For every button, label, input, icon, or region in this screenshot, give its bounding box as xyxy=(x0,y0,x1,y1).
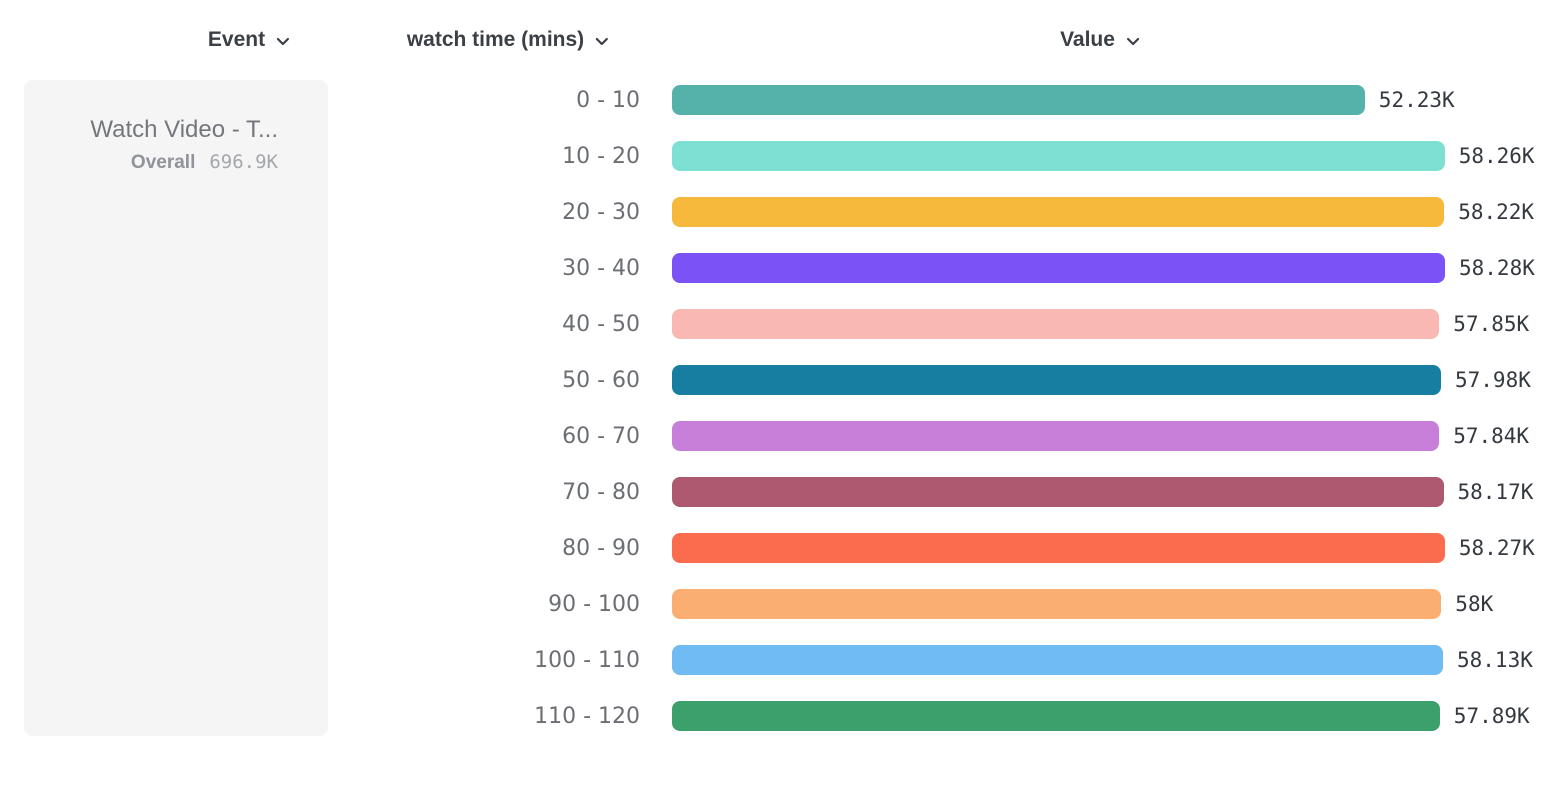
value-label: 57.89K xyxy=(1453,704,1530,728)
value-label: 58.26K xyxy=(1458,144,1535,168)
value-label: 58.27K xyxy=(1458,536,1535,560)
value-bar[interactable] xyxy=(672,421,1440,451)
chart-row: 60 - 70 57.84K xyxy=(0,408,1568,464)
chart-row: 80 - 90 58.27K xyxy=(0,520,1568,576)
chart-row: 90 - 100 58K xyxy=(0,576,1568,632)
bucket-label: 50 - 60 xyxy=(562,367,640,393)
event-column-dropdown[interactable]: Event xyxy=(208,28,290,52)
value-label: 57.84K xyxy=(1453,424,1530,448)
event-column-label: Event xyxy=(207,28,266,51)
value-label: 57.98K xyxy=(1455,368,1531,392)
value-label: 58.22K xyxy=(1458,200,1535,224)
chevron-down-icon xyxy=(595,37,609,46)
bucket-label: 70 - 80 xyxy=(562,479,640,505)
value-bar[interactable] xyxy=(672,309,1440,339)
chart-row: 40 - 50 57.85K xyxy=(0,296,1568,352)
bucket-label: 0 - 10 xyxy=(576,87,640,113)
chart-row: 100 - 110 58.13K xyxy=(0,632,1568,688)
chart-row: 10 - 20 58.26K xyxy=(0,128,1568,184)
chart-row: 110 - 120 57.89K xyxy=(0,688,1568,744)
value-bar[interactable] xyxy=(672,85,1365,115)
bucket-label: 90 - 100 xyxy=(548,591,640,617)
bucket-label: 80 - 90 xyxy=(562,535,640,561)
value-bar[interactable] xyxy=(672,533,1445,563)
value-label: 58.17K xyxy=(1457,480,1534,504)
event-name: Watch Video - T... xyxy=(90,116,278,143)
value-bar[interactable] xyxy=(672,645,1443,675)
value-bar[interactable] xyxy=(672,197,1445,227)
chart-row: 70 - 80 58.17K xyxy=(0,464,1568,520)
bucket-label: 10 - 20 xyxy=(562,143,640,169)
value-bar[interactable] xyxy=(672,701,1440,731)
bucket-column-dropdown[interactable]: watch time (mins) xyxy=(407,28,609,52)
value-label: 58.28K xyxy=(1459,256,1535,280)
value-column-label: Value xyxy=(1060,28,1115,51)
value-column-dropdown[interactable]: Value xyxy=(1060,28,1140,52)
bucket-label: 40 - 50 xyxy=(562,311,640,337)
chart-row: 50 - 60 57.98K xyxy=(0,352,1568,408)
value-label: 58.13K xyxy=(1457,648,1533,672)
overall-value: 696.9K xyxy=(209,151,278,173)
chevron-down-icon xyxy=(276,37,290,46)
bucket-label: 20 - 30 xyxy=(562,199,640,225)
value-bar[interactable] xyxy=(672,253,1445,283)
bucket-label: 60 - 70 xyxy=(562,423,640,449)
bucket-column-label: watch time (mins) xyxy=(406,28,585,51)
value-label: 58K xyxy=(1455,592,1494,616)
event-card[interactable]: Watch Video - T... Overall 696.9K xyxy=(24,80,328,736)
chart-row: 30 - 40 58.28K xyxy=(0,240,1568,296)
chart-row: 20 - 30 58.22K xyxy=(0,184,1568,240)
value-bar[interactable] xyxy=(672,589,1442,619)
value-bar[interactable] xyxy=(672,365,1441,395)
value-bar[interactable] xyxy=(672,477,1444,507)
chart-row: 0 - 10 52.23K xyxy=(0,72,1568,128)
chevron-down-icon xyxy=(1126,37,1140,46)
overall-label: Overall xyxy=(130,152,196,173)
value-label: 57.85K xyxy=(1453,312,1530,336)
bucket-label: 100 - 110 xyxy=(534,647,640,673)
value-label: 52.23K xyxy=(1378,88,1455,112)
bar-chart: 0 - 10 52.23K 10 - 20 58.26K 20 - 30 58.22K 30… xyxy=(0,72,1568,744)
bucket-label: 30 - 40 xyxy=(562,255,640,281)
event-overall-row: Overall 696.9K xyxy=(90,151,278,174)
bucket-label: 110 - 120 xyxy=(534,703,640,729)
value-bar[interactable] xyxy=(672,141,1445,171)
